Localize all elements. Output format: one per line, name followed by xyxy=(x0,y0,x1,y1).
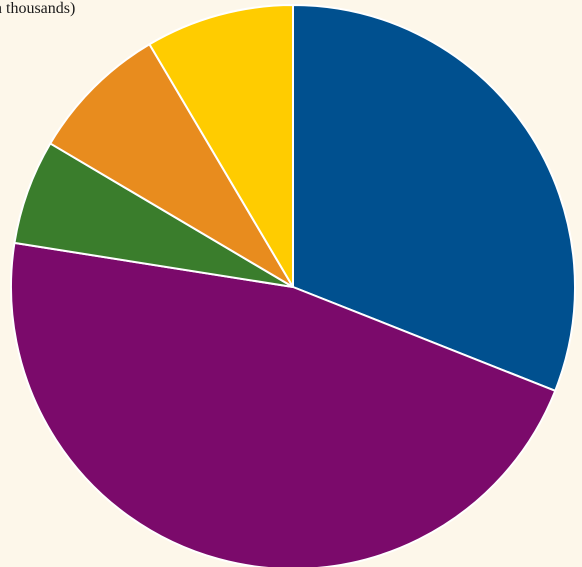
pie-slices xyxy=(10,4,576,567)
pie-slice-2 xyxy=(10,241,557,567)
pie-slice-1 xyxy=(292,4,576,392)
pie-slice-5 xyxy=(148,4,294,288)
chart-caption: n thousands) xyxy=(0,0,76,17)
pie-slice-4 xyxy=(49,43,294,288)
